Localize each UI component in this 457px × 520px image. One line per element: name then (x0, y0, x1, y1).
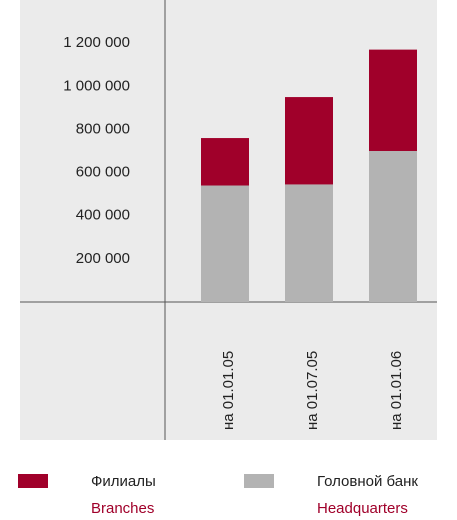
bar-segment (285, 184, 333, 302)
y-tick-label: 400 000 (76, 207, 130, 224)
bar-segment (201, 185, 249, 302)
bar-segment (369, 49, 417, 151)
y-tick-label: 1 000 000 (63, 77, 130, 94)
bar-segment (369, 151, 417, 302)
y-tick-label: 600 000 (76, 164, 130, 181)
y-tick-label: 800 000 (76, 120, 130, 137)
legend-label-en: Branches (91, 500, 154, 517)
y-tick-label: 1 200 000 (63, 34, 130, 51)
legend-label: Головной банк (317, 473, 418, 490)
bar-segment (285, 97, 333, 185)
x-tick-label: на 01.01.06 (388, 351, 405, 430)
y-tick-label: 200 000 (76, 250, 130, 267)
legend-label-en: Headquarters (317, 500, 408, 517)
x-tick-label: на 01.07.05 (304, 351, 321, 430)
x-tick-label: на 01.01.05 (220, 351, 237, 430)
legend-swatch (244, 474, 274, 488)
legend-swatch (18, 474, 48, 488)
legend-label: Филиалы (91, 473, 156, 490)
bar-segment (201, 138, 249, 186)
